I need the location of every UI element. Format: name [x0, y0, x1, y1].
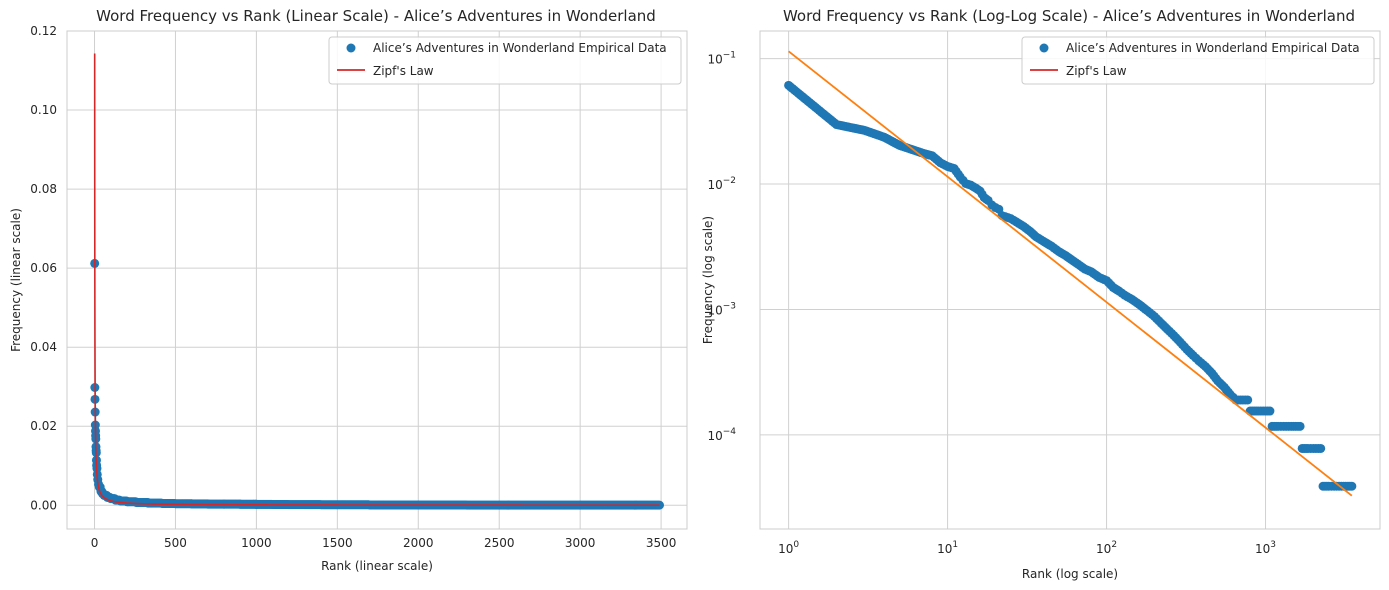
x-tick-label: 1500 — [322, 536, 353, 550]
x-tick-label: 102 — [1096, 540, 1117, 556]
legend-label-zipf-loglog: Zipf's Law — [1066, 64, 1127, 78]
x-tick-label: 500 — [164, 536, 187, 550]
y-tick-labels-loglog: 10−110−210−310−4 — [707, 51, 736, 443]
data-point — [1243, 395, 1253, 405]
plot-area-linear — [67, 31, 687, 529]
y-tick-label: 0.12 — [30, 24, 57, 38]
y-tick-label: 0.02 — [30, 419, 57, 433]
zipf-line-loglog — [788, 50, 1353, 497]
y-tick-label: 10−1 — [707, 51, 736, 67]
legend-marker-empirical-loglog — [1039, 43, 1049, 53]
x-tick-label: 3500 — [646, 536, 677, 550]
legend-label-empirical-loglog: Alice’s Adventures in Wonderland Empiric… — [1066, 41, 1360, 55]
x-tick-label: 101 — [937, 540, 958, 556]
chart-title-linear: Word Frequency vs Rank (Linear Scale) - … — [96, 7, 656, 25]
y-tick-label: 0.10 — [30, 103, 57, 117]
zipf-line-linear — [93, 53, 660, 506]
legend-label-zipf-linear: Zipf's Law — [373, 64, 434, 78]
x-tick-label: 100 — [778, 540, 799, 556]
x-tick-label: 2500 — [484, 536, 515, 550]
legend-box-loglog — [1021, 36, 1375, 85]
y-tick-label: 0.00 — [30, 498, 57, 512]
gridlines-linear — [67, 30, 687, 529]
axes-frame-linear — [66, 30, 688, 530]
legend-loglog: Alice’s Adventures in Wonderland Empiric… — [1021, 36, 1375, 85]
plot-area-loglog — [760, 31, 1380, 529]
x-tick-label: 103 — [1255, 540, 1276, 556]
legend-marker-empirical-linear — [346, 43, 356, 53]
x-tick-labels-loglog: 100 101 102 103 — [778, 540, 1276, 556]
x-tick-labels-linear: 0 500 1000 1500 2000 2500 3000 3500 — [91, 536, 677, 550]
y-tick-label: 0.06 — [30, 261, 57, 275]
data-point — [1295, 421, 1305, 431]
loglog-scale-chart: Word Frequency vs Rank (Log-Log Scale) -… — [701, 7, 1381, 581]
x-tick-label: 0 — [91, 536, 99, 550]
axes-frame-loglog — [759, 30, 1381, 530]
y-tick-labels-linear: 0.00 0.02 0.04 0.06 0.08 0.10 0.12 — [30, 24, 57, 512]
x-tick-label: 3000 — [565, 536, 596, 550]
legend-linear: Alice’s Adventures in Wonderland Empiric… — [328, 36, 682, 85]
data-point — [1347, 481, 1357, 491]
legend-label-empirical-linear: Alice’s Adventures in Wonderland Empiric… — [373, 41, 667, 55]
y-tick-label: 0.04 — [30, 340, 57, 354]
y-tick-label: 10−4 — [707, 427, 736, 443]
legend-box-linear — [328, 36, 682, 85]
data-point — [1265, 406, 1275, 416]
x-axis-label-loglog: Rank (log scale) — [1022, 567, 1118, 581]
y-axis-label-linear: Frequency (linear scale) — [9, 208, 23, 352]
y-axis-label-loglog: Frequency (log scale) — [701, 216, 715, 344]
y-tick-label: 0.08 — [30, 182, 57, 196]
x-tick-label: 1000 — [241, 536, 272, 550]
chart-title-loglog: Word Frequency vs Rank (Log-Log Scale) -… — [783, 7, 1355, 25]
x-tick-label: 2000 — [403, 536, 434, 550]
y-tick-label: 10−2 — [707, 176, 736, 192]
gridlines-loglog — [760, 31, 1380, 529]
data-point — [654, 500, 664, 510]
data-point — [1316, 443, 1326, 453]
x-axis-label-linear: Rank (linear scale) — [321, 559, 433, 573]
data-points-loglog — [784, 80, 1357, 491]
linear-scale-chart: Word Frequency vs Rank (Linear Scale) - … — [9, 7, 688, 573]
